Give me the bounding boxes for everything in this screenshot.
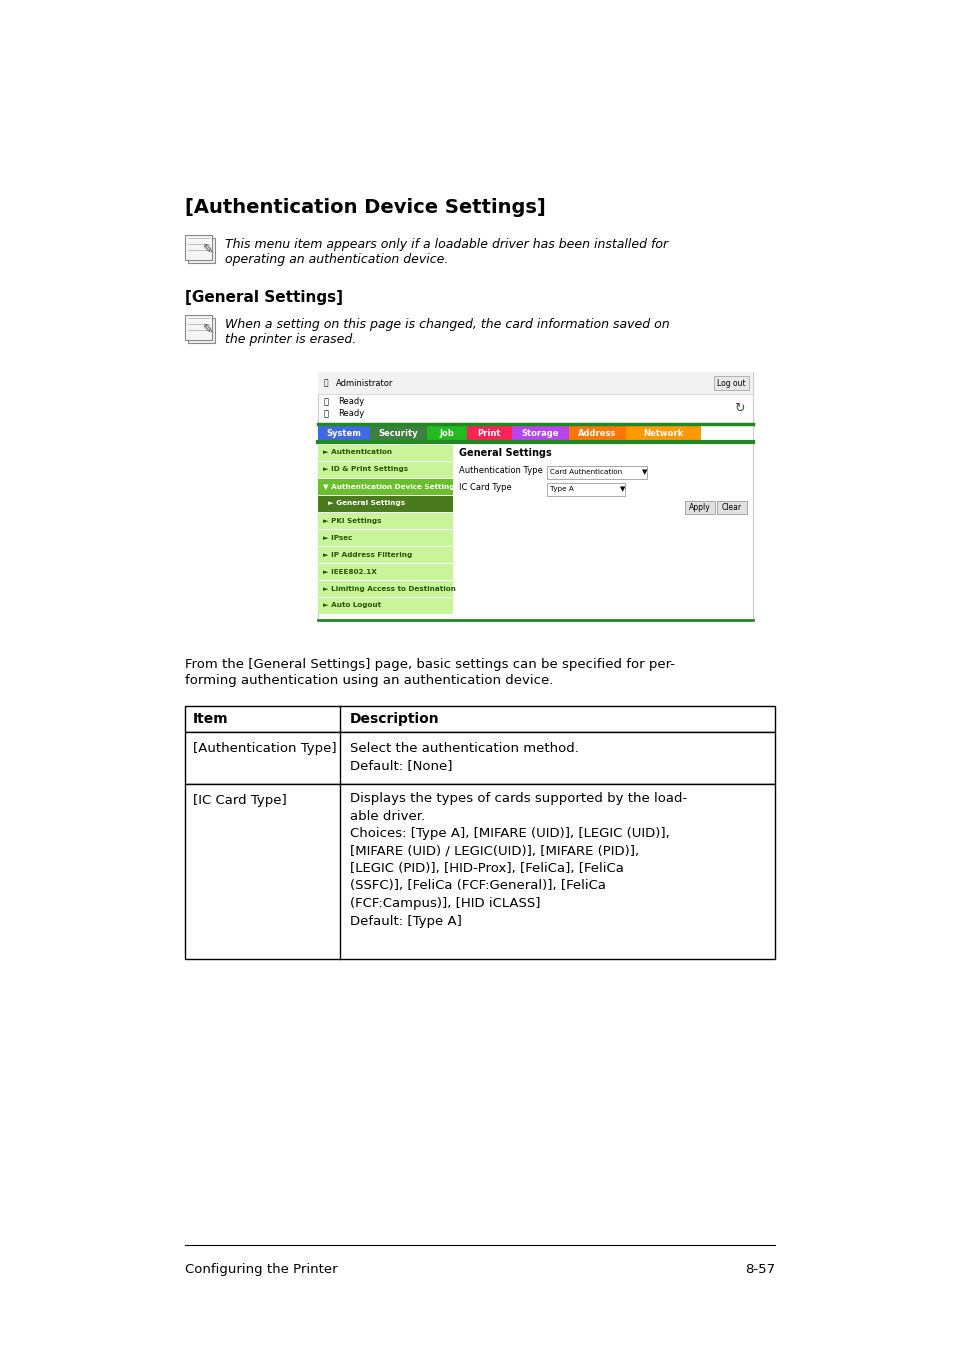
Text: [Authentication Type]: [Authentication Type] — [193, 743, 336, 755]
Text: Configuring the Printer: Configuring the Printer — [185, 1264, 337, 1276]
Bar — [546, 483, 624, 495]
Text: Storage: Storage — [521, 428, 558, 437]
Text: ► General Settings: ► General Settings — [323, 501, 405, 506]
Text: Apply: Apply — [688, 504, 710, 512]
Text: ✎: ✎ — [202, 243, 213, 256]
Bar — [317, 564, 453, 580]
Bar — [370, 424, 427, 441]
Bar — [467, 424, 512, 441]
Text: 🔒: 🔒 — [324, 378, 328, 387]
Bar — [317, 547, 453, 563]
Text: [General Settings]: [General Settings] — [185, 290, 343, 305]
Bar — [684, 501, 714, 514]
Bar — [317, 373, 752, 394]
Text: From the [General Settings] page, basic settings can be specified for per-: From the [General Settings] page, basic … — [185, 657, 675, 671]
Text: ▼ Authentication Device Settings: ▼ Authentication Device Settings — [323, 483, 458, 490]
Text: Displays the types of cards supported by the load-
able driver.
Choices: [Type A: Displays the types of cards supported by… — [350, 792, 686, 927]
Text: General Settings: General Settings — [458, 448, 551, 458]
Text: ► Authentication: ► Authentication — [323, 450, 392, 455]
Bar — [717, 501, 746, 514]
Text: This menu item appears only if a loadable driver has been installed for: This menu item appears only if a loadabl… — [225, 238, 667, 251]
Text: Item: Item — [193, 711, 229, 726]
Text: Job: Job — [439, 428, 454, 437]
Text: ► PKI Settings: ► PKI Settings — [323, 517, 381, 524]
Text: ✎: ✎ — [202, 323, 213, 336]
Text: Security: Security — [378, 428, 417, 437]
Text: [Authentication Device Settings]: [Authentication Device Settings] — [185, 198, 545, 217]
Text: Log out: Log out — [717, 378, 745, 387]
Text: operating an authentication device.: operating an authentication device. — [225, 252, 448, 266]
Text: 📦: 📦 — [324, 397, 329, 406]
Text: Ready: Ready — [337, 397, 364, 406]
Bar — [317, 373, 752, 620]
Text: Address: Address — [578, 428, 616, 437]
Text: ↻: ↻ — [733, 401, 743, 414]
Bar — [317, 446, 453, 460]
Text: Description: Description — [350, 711, 439, 726]
Bar — [317, 580, 453, 597]
Text: Clear: Clear — [721, 504, 741, 512]
Text: Select the authentication method.: Select the authentication method. — [350, 743, 578, 755]
Text: Authentication Type: Authentication Type — [458, 466, 542, 475]
Text: [IC Card Type]: [IC Card Type] — [193, 794, 287, 807]
Bar — [427, 424, 467, 441]
Text: 8-57: 8-57 — [744, 1264, 774, 1276]
Text: ► ID & Print Settings: ► ID & Print Settings — [323, 467, 408, 472]
Bar — [188, 319, 214, 343]
Text: When a setting on this page is changed, the card information saved on: When a setting on this page is changed, … — [225, 319, 669, 331]
Text: the printer is erased.: the printer is erased. — [225, 333, 355, 346]
Bar — [568, 424, 625, 441]
Text: Ready: Ready — [337, 409, 364, 418]
Text: System: System — [326, 428, 361, 437]
Bar — [317, 479, 453, 495]
Bar — [185, 732, 774, 784]
Bar — [317, 531, 453, 545]
Bar — [185, 706, 774, 732]
Bar — [185, 784, 774, 958]
Text: IC Card Type: IC Card Type — [458, 483, 511, 491]
Text: ► IP Address Filtering: ► IP Address Filtering — [323, 552, 412, 558]
Text: ► IPsec: ► IPsec — [323, 535, 352, 540]
Bar — [317, 424, 370, 441]
Text: Print: Print — [477, 428, 500, 437]
Text: ▼: ▼ — [619, 486, 625, 493]
Bar — [713, 377, 748, 390]
Text: ► IEEE802.1X: ► IEEE802.1X — [323, 568, 376, 575]
Text: ▼: ▼ — [641, 470, 647, 475]
Text: 🖨: 🖨 — [324, 409, 329, 418]
Text: Network: Network — [642, 428, 683, 437]
Bar — [625, 424, 700, 441]
Bar — [317, 598, 453, 614]
Bar — [512, 424, 568, 441]
Text: Card Authentication: Card Authentication — [550, 470, 621, 475]
Text: ► Limiting Access to Destination: ► Limiting Access to Destination — [323, 586, 456, 591]
Text: Administrator: Administrator — [335, 378, 393, 387]
Bar — [185, 315, 212, 340]
Text: Default: [None]: Default: [None] — [350, 759, 452, 772]
Text: ► Auto Logout: ► Auto Logout — [323, 602, 381, 609]
Bar — [317, 495, 453, 512]
Text: Type A: Type A — [550, 486, 574, 493]
Bar — [317, 462, 453, 478]
Bar — [185, 235, 212, 261]
Bar — [188, 238, 214, 263]
Bar — [317, 513, 453, 529]
Bar — [546, 466, 646, 479]
Text: forming authentication using an authentication device.: forming authentication using an authenti… — [185, 674, 553, 687]
